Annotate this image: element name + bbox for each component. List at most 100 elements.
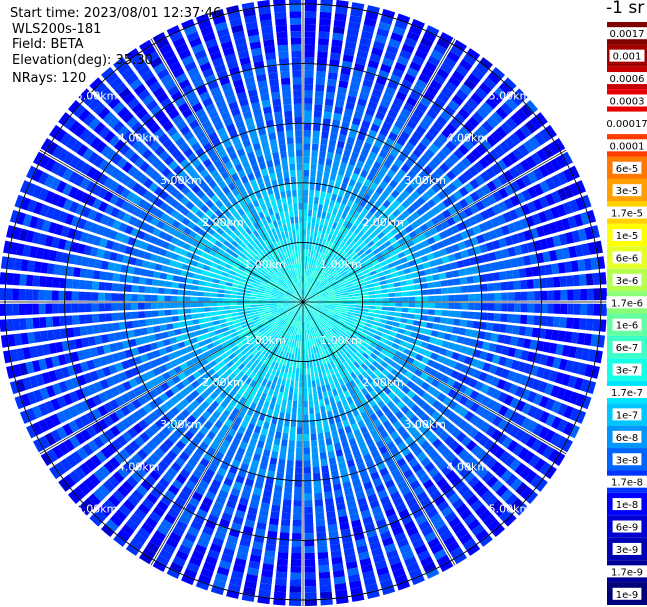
ppi-cell [153,396,164,406]
ppi-cell [319,267,325,275]
ppi-cell [483,77,497,90]
ppi-cell [307,380,312,388]
ppi-cell [445,123,457,135]
ppi-cell [40,262,49,274]
ppi-cell [395,302,403,307]
ppi-cell [102,366,112,377]
ppi-cell [447,253,456,262]
ppi-cell [329,298,336,301]
ppi-cell [212,410,221,420]
ppi-cell [452,415,463,426]
ppi-cell [342,304,350,307]
ppi-cell [462,258,471,267]
ppi-cell [507,347,517,358]
ppi-cell [377,400,386,409]
ppi-cell [322,280,329,286]
ppi-cell [16,378,26,393]
ppi-cell [38,303,46,315]
ppi-cell [416,398,426,408]
ppi-cell [298,394,303,402]
ppi-cell [369,270,377,276]
ppi-cell [92,422,103,434]
ppi-cell [438,364,448,374]
ppi-cell [503,77,517,91]
ppi-cell [19,318,27,330]
ppi-cell [575,180,587,194]
ppi-cell [335,305,343,308]
ppi-cell [437,92,450,104]
ppi-cell [199,502,211,513]
ppi-cell [451,243,460,253]
ppi-cell [304,123,312,131]
ppi-cell [335,307,343,311]
ppi-cell [369,167,379,176]
ppi-cell [322,343,327,351]
ppi-cell [247,506,258,516]
ppi-cell [432,472,444,483]
ppi-cell [303,295,306,302]
ppi-cell [143,415,154,426]
ppi-cell [466,247,476,257]
ppi-cell [90,454,102,468]
ppi-cell [261,378,268,387]
ppi-cell [223,294,231,298]
ppi-cell [322,350,327,358]
ppi-cell [382,536,394,547]
ppi-cell [562,389,573,403]
ppi-cell [331,476,341,485]
ppi-cell [330,338,337,345]
ppi-cell [370,352,378,360]
ppi-cell [183,568,198,579]
ppi-cell [300,354,303,362]
ppi-cell [257,306,264,309]
ppi-cell [335,6,348,15]
ppi-cell [367,287,375,292]
ppi-cell [430,216,440,226]
ppi-cell [156,500,169,512]
ppi-cell [463,471,475,483]
ppi-cell [211,315,219,321]
ppi-cell [233,481,243,491]
ppi-cell [343,47,356,57]
ppi-cell [400,189,410,199]
ppi-cell [304,552,315,560]
ppi-cell [309,256,313,264]
ppi-cell [421,302,429,308]
ppi-cell [346,358,353,366]
ppi-cell [477,264,486,274]
ppi-cell [587,349,597,363]
ppi-cell [221,439,231,449]
ppi-cell [360,148,370,157]
ppi-cell [317,258,322,266]
ppi-cell [311,311,317,317]
ppi-cell [413,108,425,119]
ppi-cell [283,330,288,338]
ppi-cell [436,382,446,392]
ppi-cell [279,343,284,351]
ppi-cell [490,461,503,474]
ppi-cell [535,112,548,126]
ppi-cell [283,304,291,308]
ppi-cell [568,391,579,405]
ppi-cell [159,548,173,561]
ppi-cell [381,190,390,199]
ppi-cell [490,376,500,387]
ppi-cell [397,237,406,246]
ppi-cell [217,298,224,302]
ppi-cell [520,203,531,216]
ppi-cell [552,316,561,328]
ppi-cell [204,519,217,530]
ppi-cell [139,552,153,565]
ppi-cell [155,357,164,366]
ppi-cell [542,251,551,263]
ppi-cell [241,366,249,374]
ppi-cell [436,477,448,489]
ppi-cell [500,225,510,236]
ppi-cell [470,148,482,160]
ppi-cell [324,491,333,500]
ppi-cell [466,48,481,61]
ppi-cell [162,338,171,347]
ppi-cell [298,387,303,395]
ppi-cell [436,68,450,80]
ppi-cell [279,532,290,540]
